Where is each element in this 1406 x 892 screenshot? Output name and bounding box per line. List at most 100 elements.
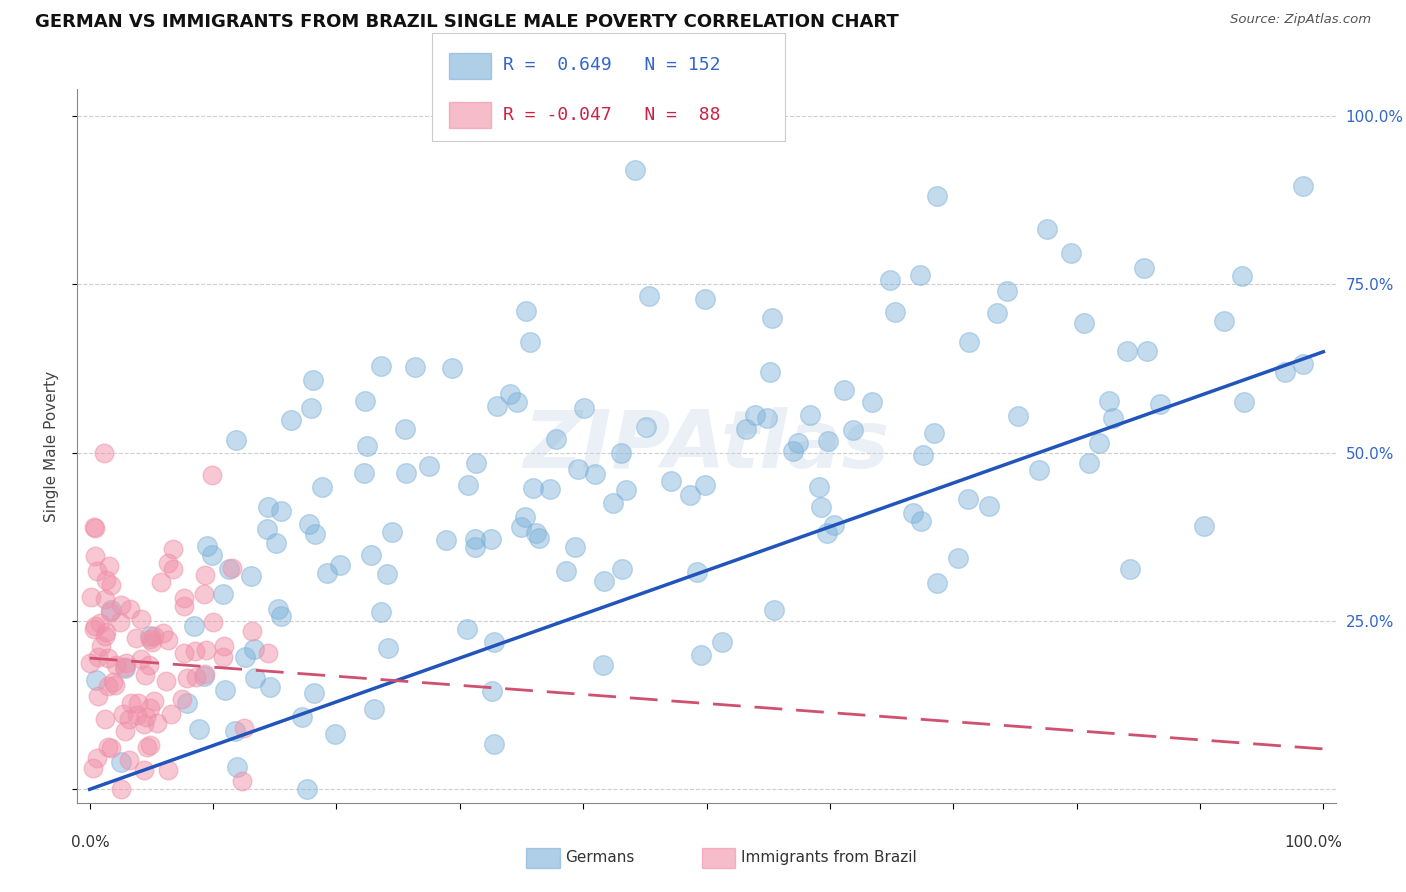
Point xyxy=(149,574,172,589)
Point xyxy=(97,559,120,574)
Point xyxy=(184,644,207,658)
Point xyxy=(100,603,122,617)
Point xyxy=(711,635,734,649)
Text: Immigrants from Brazil: Immigrants from Brazil xyxy=(741,850,917,864)
Point xyxy=(225,433,247,447)
Point xyxy=(637,289,659,303)
Point xyxy=(93,712,115,726)
Point xyxy=(212,639,235,653)
Point xyxy=(679,488,702,502)
Point xyxy=(155,673,177,688)
Point xyxy=(464,532,486,546)
Point xyxy=(243,671,266,685)
Point xyxy=(218,562,240,576)
Point xyxy=(395,466,418,480)
Point xyxy=(299,401,322,415)
Point xyxy=(353,467,375,481)
Point xyxy=(132,763,155,777)
Point xyxy=(79,657,101,671)
Point xyxy=(83,619,105,633)
Point xyxy=(173,591,195,605)
Point xyxy=(125,631,148,645)
Point xyxy=(1292,178,1315,193)
Point xyxy=(1073,316,1095,330)
Point xyxy=(211,649,233,664)
Point xyxy=(1292,357,1315,371)
Point xyxy=(948,550,970,565)
Text: Germans: Germans xyxy=(565,850,634,864)
Point xyxy=(139,632,162,647)
Point xyxy=(808,480,831,494)
Point xyxy=(201,615,224,629)
Point xyxy=(634,419,657,434)
Point xyxy=(117,753,139,767)
Point xyxy=(201,548,224,562)
Point xyxy=(815,526,838,541)
Point xyxy=(110,755,132,769)
Point xyxy=(239,569,262,583)
Point xyxy=(162,541,184,556)
Point xyxy=(127,708,149,723)
Point xyxy=(86,689,108,703)
Point xyxy=(135,710,157,724)
Point xyxy=(986,306,1008,320)
Point xyxy=(524,526,547,541)
Point xyxy=(103,678,125,692)
Point xyxy=(1077,456,1099,470)
Text: ZIPAtlas: ZIPAtlas xyxy=(523,407,890,485)
Point xyxy=(118,602,141,616)
Point xyxy=(756,411,779,425)
Point xyxy=(464,540,486,554)
Point xyxy=(256,522,278,536)
Point xyxy=(152,626,174,640)
Point xyxy=(456,622,478,636)
Point xyxy=(555,564,578,578)
Point xyxy=(172,692,194,706)
Point xyxy=(97,650,120,665)
Point xyxy=(89,616,111,631)
Point xyxy=(744,408,766,422)
Point xyxy=(135,740,157,755)
Point xyxy=(156,556,179,570)
Point xyxy=(457,477,479,491)
Point xyxy=(761,310,783,325)
Point xyxy=(910,514,932,528)
Point xyxy=(86,650,108,665)
Point xyxy=(243,642,266,657)
Point xyxy=(160,707,183,722)
Point xyxy=(860,395,883,409)
Point xyxy=(127,696,149,710)
Point xyxy=(221,561,243,575)
Point xyxy=(1088,435,1111,450)
Point xyxy=(173,646,195,660)
Point xyxy=(734,422,756,436)
Point xyxy=(810,500,832,515)
Point xyxy=(94,630,117,644)
Point xyxy=(233,650,256,665)
Point xyxy=(515,509,537,524)
Point xyxy=(394,421,416,435)
Point xyxy=(114,660,136,674)
Point xyxy=(84,521,107,535)
Point xyxy=(787,436,810,450)
Point xyxy=(118,711,141,725)
Point xyxy=(104,657,127,672)
Point xyxy=(304,527,326,541)
Point xyxy=(901,506,924,520)
Point xyxy=(522,481,544,495)
Point xyxy=(139,629,162,643)
Point xyxy=(97,679,120,693)
Point xyxy=(1192,518,1215,533)
Point xyxy=(97,740,120,755)
Point xyxy=(141,635,163,649)
Point xyxy=(96,574,118,588)
Point xyxy=(110,598,132,612)
Point xyxy=(257,647,280,661)
Point xyxy=(499,386,522,401)
Point xyxy=(291,709,314,723)
Point xyxy=(441,361,464,376)
Point xyxy=(193,587,215,601)
Point xyxy=(567,462,589,476)
Point xyxy=(103,674,125,689)
Point xyxy=(1115,344,1137,359)
